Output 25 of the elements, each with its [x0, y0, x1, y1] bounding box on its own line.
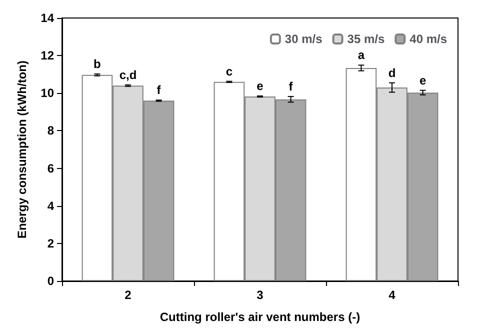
y-tick-label: 8 [47, 124, 54, 138]
x-axis-title: Cutting roller's air vent numbers (-) [160, 310, 360, 324]
y-tick-label: 2 [47, 236, 54, 250]
y-axis-title: Energy consumption (kWh/ton) [15, 60, 29, 238]
data-label: e [419, 73, 426, 88]
data-label: b [94, 56, 101, 71]
data-label: a [358, 48, 365, 62]
x-tick-label: 3 [256, 288, 264, 302]
y-tick-label: 0 [47, 274, 54, 288]
legend-label: 30 m/s [284, 32, 323, 46]
y-tick-label: 10 [40, 86, 54, 100]
data-label: d [388, 66, 396, 80]
y-tick-label: 14 [40, 11, 54, 25]
y-tick-label: 6 [47, 161, 54, 176]
data-label: f [156, 83, 162, 98]
x-tick-label: 2 [124, 288, 132, 302]
legend-label: 40 m/s [410, 32, 448, 46]
y-tick-label: 4 [47, 198, 54, 213]
data-label: f [288, 80, 294, 94]
data-label: c [226, 64, 233, 78]
data-label: c,d [119, 68, 137, 82]
legend-label: 35 m/s [347, 32, 385, 46]
x-tick-label: 4 [388, 288, 396, 302]
data-label: e [256, 78, 264, 93]
y-tick-label: 12 [40, 48, 54, 63]
